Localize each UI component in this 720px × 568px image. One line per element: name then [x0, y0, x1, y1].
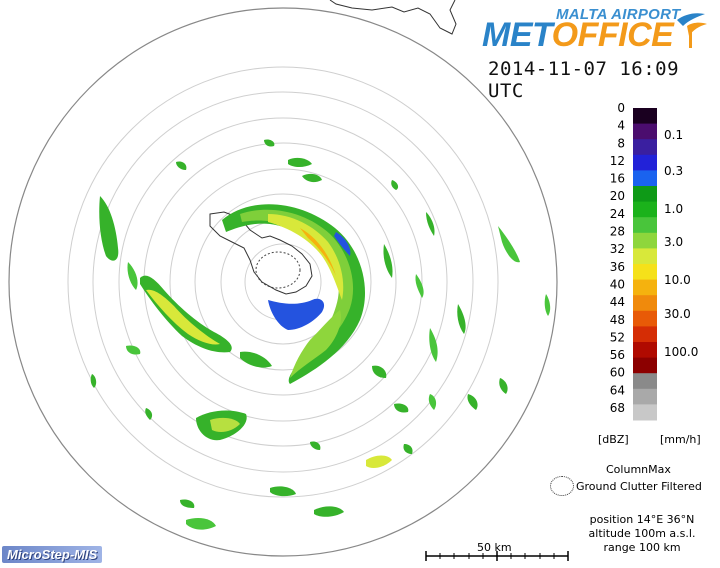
- scale-swatch: [633, 232, 657, 249]
- altitude-text: altitude 100m a.s.l.: [588, 527, 696, 540]
- rain-rate-label: 1.0: [664, 202, 683, 216]
- dbz-tick-label: 24: [610, 207, 625, 221]
- dbz-tick-label: 12: [610, 154, 625, 168]
- dbz-tick-label: 4: [617, 119, 625, 133]
- rain-rate-label: 3.0: [664, 235, 683, 249]
- range-limit: [8, 7, 558, 557]
- range-text: range 100 km: [603, 541, 681, 554]
- scale-bar-label: 50 km: [477, 541, 512, 554]
- airplane-logo-icon: [677, 13, 707, 48]
- dbz-tick-label: 36: [610, 260, 625, 274]
- timestamp: 2014-11-07 16:09 UTC: [488, 58, 680, 102]
- dbz-unit-label: [dBZ]: [598, 433, 629, 446]
- position-text: position 14°E 36°N: [589, 513, 695, 526]
- brand-logo: METOFFICE: [482, 16, 674, 55]
- scale-swatch: [633, 342, 657, 359]
- microstep-logo: MicroStep-MIS: [2, 546, 103, 563]
- dbz-tick-label: 56: [610, 348, 625, 362]
- scale-swatch: [633, 326, 657, 343]
- scale-swatch: [633, 248, 657, 265]
- scale-swatch: [633, 388, 657, 405]
- dbz-tick-label: 0: [617, 101, 625, 115]
- scale-swatch: [633, 373, 657, 390]
- dbz-tick-label: 52: [610, 330, 625, 344]
- rain-rate-label: 30.0: [664, 307, 691, 321]
- dbz-tick-label: 32: [610, 242, 625, 256]
- dbz-tick-label: 28: [610, 225, 625, 239]
- scale-swatch: [633, 404, 657, 421]
- mmh-unit-label: [mm/h]: [660, 433, 701, 446]
- brand-office-text: OFFICE: [551, 16, 674, 54]
- scale-swatch: [633, 139, 657, 156]
- column-max-label: ColumnMax: [606, 463, 671, 476]
- scale-swatch: [633, 170, 657, 187]
- scale-swatch: [633, 279, 657, 296]
- scale-swatch: [633, 154, 657, 171]
- dbz-tick-label: 68: [610, 401, 625, 415]
- scale-swatch: [633, 264, 657, 281]
- dbz-tick-label: 48: [610, 313, 625, 327]
- dbz-tick-label: 40: [610, 277, 625, 291]
- scale-swatch: [633, 217, 657, 234]
- dbz-tick-label: 64: [610, 383, 625, 397]
- scale-swatch: [633, 357, 657, 374]
- coastline-sicily: [329, 0, 457, 35]
- scale-swatch: [633, 295, 657, 312]
- scale-swatch: [633, 201, 657, 218]
- dbz-tick-label: 60: [610, 366, 625, 380]
- coastline-malta: [209, 211, 313, 295]
- scale-swatch: [633, 186, 657, 203]
- ground-clutter-symbol: [550, 476, 574, 496]
- brand-top-text: MALTA AIRPORT: [556, 6, 681, 23]
- precipitation-echoes: [90, 139, 551, 530]
- brand-met-text: MET: [482, 16, 552, 54]
- scale-swatch: [633, 310, 657, 327]
- rain-rate-label: 0.1: [664, 128, 683, 142]
- dbz-tick-label: 16: [610, 172, 625, 186]
- rain-rate-label: 100.0: [664, 345, 698, 359]
- ground-clutter-area: [255, 251, 301, 289]
- scale-swatch: [633, 123, 657, 140]
- ground-clutter-label: Ground Clutter Filtered: [576, 480, 702, 493]
- rain-rate-label: 10.0: [664, 273, 691, 287]
- scale-swatch: [633, 108, 657, 125]
- dbz-tick-label: 20: [610, 189, 625, 203]
- dbz-tick-label: 44: [610, 295, 625, 309]
- rain-rate-label: 0.3: [664, 164, 683, 178]
- dbz-tick-label: 8: [617, 136, 625, 150]
- radar-map: [8, 0, 558, 557]
